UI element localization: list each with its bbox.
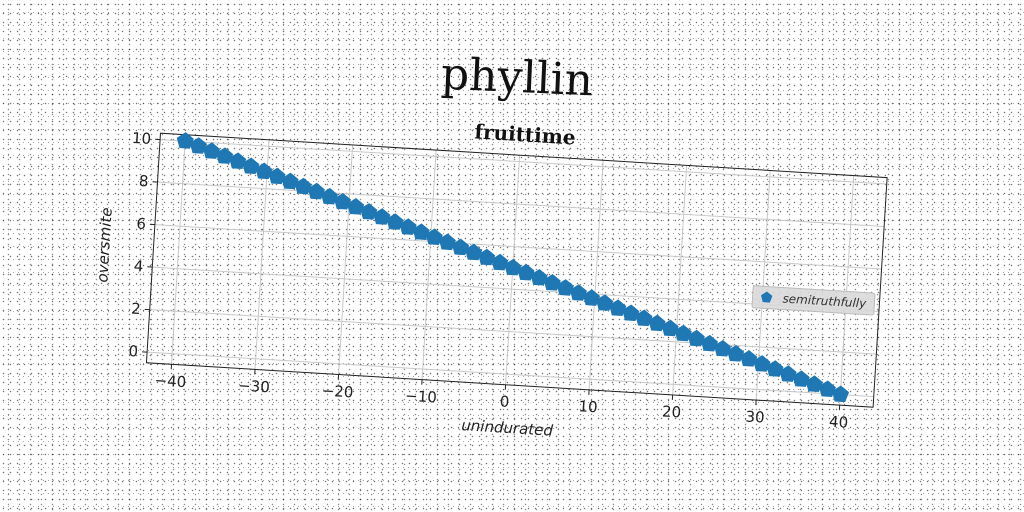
data-point xyxy=(609,299,627,316)
data-point xyxy=(700,334,719,352)
y-axis-label: oversmite xyxy=(93,207,116,283)
data-point xyxy=(189,137,207,154)
data-points xyxy=(176,132,850,403)
data-point xyxy=(661,319,679,337)
data-point xyxy=(582,289,601,306)
data-point xyxy=(451,238,470,256)
data-point xyxy=(216,147,234,164)
legend: semitruthfully xyxy=(751,285,876,316)
x-grid-line xyxy=(839,175,855,406)
data-point xyxy=(386,213,404,230)
chart-title: fruittime xyxy=(474,119,577,149)
data-point xyxy=(543,274,561,291)
data-point xyxy=(831,385,850,403)
data-point xyxy=(347,198,365,215)
y-tick-label: 0 xyxy=(128,342,139,361)
data-point xyxy=(596,294,614,311)
data-point xyxy=(281,172,299,190)
data-point xyxy=(268,167,286,185)
data-point xyxy=(818,380,836,398)
data-point xyxy=(504,258,522,276)
x-tick-label: 30 xyxy=(745,407,765,426)
y-grid-line xyxy=(154,224,882,270)
x-tick-label: −10 xyxy=(405,387,438,407)
y-tick-label: 2 xyxy=(131,300,142,319)
data-point xyxy=(255,162,273,180)
x-grid-line xyxy=(588,160,604,390)
x-tick-label: −40 xyxy=(154,371,187,391)
data-point xyxy=(425,228,443,246)
plot-area xyxy=(145,132,888,408)
data-point xyxy=(491,253,509,271)
data-point xyxy=(465,243,483,261)
data-point xyxy=(792,370,810,387)
data-point xyxy=(556,279,574,296)
data-point xyxy=(242,157,260,175)
data-point xyxy=(805,375,823,392)
data-point xyxy=(674,324,692,342)
data-point xyxy=(373,208,391,225)
data-point xyxy=(517,263,535,281)
axis-ticks: −40 −30 −20 −10 0 10 20 30 40 0 2 4 6 8 10 xyxy=(128,129,849,432)
data-point xyxy=(176,132,194,149)
data-point xyxy=(753,355,771,372)
data-point xyxy=(714,339,732,357)
legend-box xyxy=(751,285,876,316)
data-point xyxy=(412,223,430,240)
legend-marker-pentagon-icon xyxy=(761,291,773,303)
data-point xyxy=(687,329,705,347)
x-tick-label: −20 xyxy=(321,382,354,402)
y-grid-line xyxy=(147,351,874,398)
data-point xyxy=(229,152,247,169)
data-point xyxy=(779,365,797,382)
data-point xyxy=(360,203,378,220)
data-point xyxy=(622,304,640,322)
data-point xyxy=(202,142,221,159)
data-point xyxy=(727,345,745,362)
data-point xyxy=(307,182,325,200)
y-tick-label: 4 xyxy=(133,257,144,276)
y-tick-label: 8 xyxy=(138,172,149,191)
x-tick-label: 10 xyxy=(578,397,598,416)
x-grid-line xyxy=(171,134,187,365)
legend-label: semitruthfully xyxy=(782,291,867,310)
x-tick-label: −30 xyxy=(238,376,271,396)
y-grid-line xyxy=(157,181,885,228)
data-point xyxy=(438,233,456,251)
x-grid-line xyxy=(672,165,688,395)
figure-suptitle: phyllin xyxy=(440,49,594,107)
data-point xyxy=(648,314,666,332)
x-tick-label: 20 xyxy=(662,402,682,421)
y-tick-label: 10 xyxy=(132,129,152,148)
x-tick-label: 0 xyxy=(499,392,510,411)
data-point xyxy=(635,309,653,327)
y-tick-label: 6 xyxy=(136,214,147,233)
data-point xyxy=(569,284,587,301)
data-point xyxy=(294,177,312,195)
data-point xyxy=(766,360,784,377)
data-point xyxy=(530,268,548,286)
x-grid-line xyxy=(421,150,437,380)
x-grid-line xyxy=(338,144,354,375)
y-grid-line xyxy=(160,139,887,185)
data-point xyxy=(740,350,758,367)
data-point xyxy=(320,187,339,205)
data-point xyxy=(478,248,496,266)
y-grid-line xyxy=(149,309,877,355)
x-tick-label: 40 xyxy=(829,413,849,432)
data-point xyxy=(399,218,417,235)
chart-axes-group: −40 −30 −20 −10 0 10 20 30 40 0 2 4 6 8 10 fruittime u… xyxy=(93,119,888,440)
x-axis-label: unindurated xyxy=(461,416,554,440)
data-point xyxy=(334,192,352,210)
grid-lines xyxy=(147,134,887,406)
